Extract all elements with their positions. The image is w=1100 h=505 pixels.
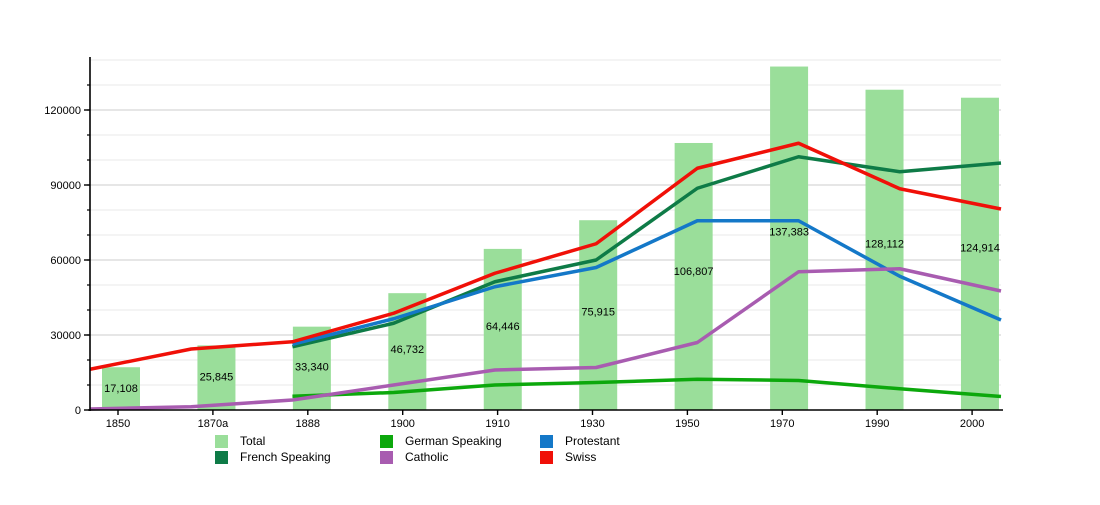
legend-label-german-speaking: German Speaking (405, 434, 502, 448)
legend-swatch-german-speaking (380, 434, 393, 448)
bar-value-label: 46,732 (390, 344, 424, 356)
legend-item-total: Total (215, 434, 265, 448)
total-bar (579, 220, 618, 410)
y-tick-label: 60000 (50, 255, 81, 267)
bar-value-label: 75,915 (581, 306, 615, 318)
x-tick-label: 1990 (865, 418, 889, 430)
series-line-catholic (89, 267, 1002, 411)
y-tick-label: 120000 (44, 105, 81, 117)
legend-item-catholic: Catholic (380, 450, 448, 464)
bar-value-label: 64,446 (486, 321, 520, 333)
y-tick-label: 0 (75, 405, 81, 417)
total-bar (770, 66, 809, 410)
bar-value-label: 128,112 (865, 238, 904, 250)
legend-item-protestant: Protestant (540, 434, 620, 448)
legend-swatch-catholic (380, 450, 393, 464)
total-bar (960, 97, 999, 410)
bar-value-label: 124,914 (960, 243, 1000, 255)
total-bar (865, 89, 904, 410)
legend-swatch-french-speaking (215, 450, 228, 464)
legend-label-protestant: Protestant (565, 434, 620, 448)
legend-item-german-speaking: German Speaking (380, 434, 502, 448)
legend-item-swiss: Swiss (540, 450, 596, 464)
x-tick-label: 1870a (198, 418, 229, 430)
x-tick-label: 1910 (485, 418, 509, 430)
series-line-swiss (89, 141, 1002, 371)
bar-value-label: 106,807 (674, 266, 714, 278)
legend-label-total: Total (240, 434, 266, 448)
x-tick-label: 2000 (960, 418, 984, 430)
legend-swatch-total (215, 434, 228, 448)
x-tick-label: 1850 (106, 418, 130, 430)
x-tick-label: 1950 (675, 418, 699, 430)
bar-value-label: 25,845 (200, 371, 234, 383)
bar-value-label: 17,108 (104, 383, 138, 395)
total-bar (102, 367, 140, 410)
series-line-french-speaking (292, 155, 1002, 349)
x-tick-label: 1900 (390, 418, 414, 430)
legend-label-catholic: Catholic (405, 450, 449, 464)
bar-value-label: 137,383 (769, 226, 809, 238)
legend-label-french-speaking: French Speaking (240, 450, 331, 464)
legend-label-swiss: Swiss (565, 450, 597, 464)
series-line-protestant (292, 219, 1002, 346)
legend-item-french-speaking: French Speaking (215, 450, 331, 464)
x-tick-label: 1970 (770, 418, 794, 430)
bar-value-label: 33,340 (295, 362, 329, 374)
y-tick-label: 90000 (50, 180, 81, 192)
y-tick-label: 30000 (50, 330, 81, 342)
total-bar (197, 345, 236, 410)
x-tick-label: 1888 (296, 418, 320, 430)
total-bar (674, 142, 713, 411)
x-tick-label: 1930 (580, 418, 604, 430)
legend-swatch-swiss (540, 450, 553, 464)
series-line-german-speaking (292, 377, 1002, 399)
legend-swatch-protestant (540, 434, 553, 448)
